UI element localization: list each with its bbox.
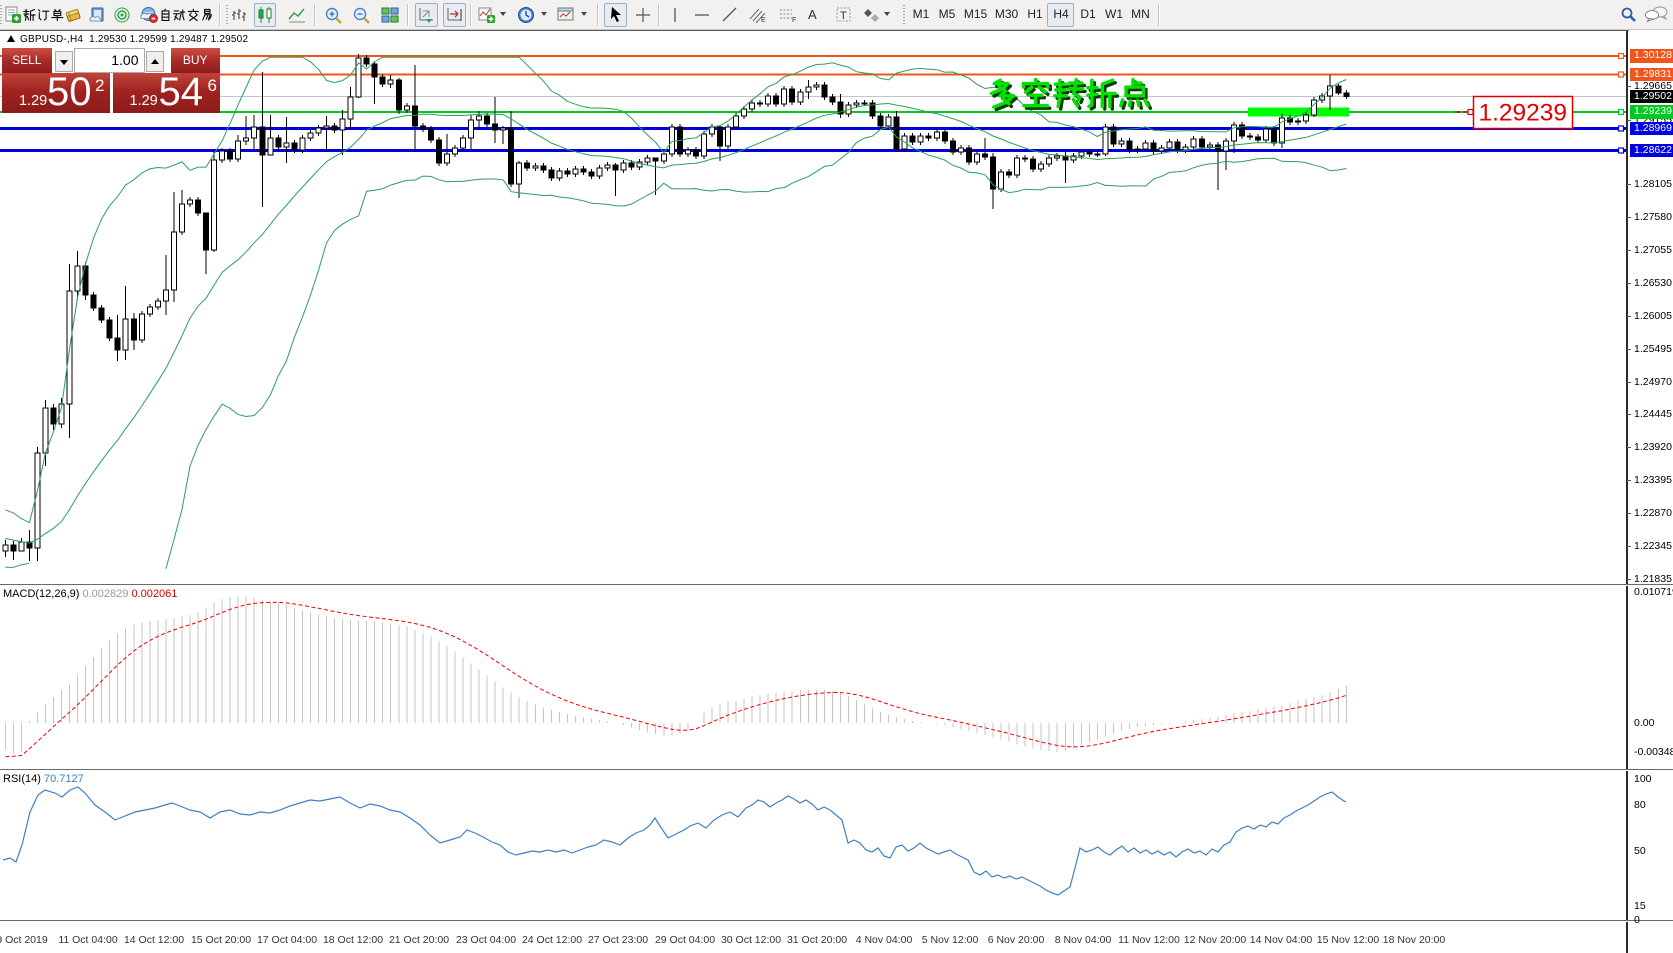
svg-text:E: E bbox=[761, 17, 766, 24]
svg-text:T: T bbox=[840, 10, 847, 22]
svg-text:F: F bbox=[792, 17, 796, 24]
svg-text:1.29239: 1.29239 bbox=[1479, 100, 1568, 127]
